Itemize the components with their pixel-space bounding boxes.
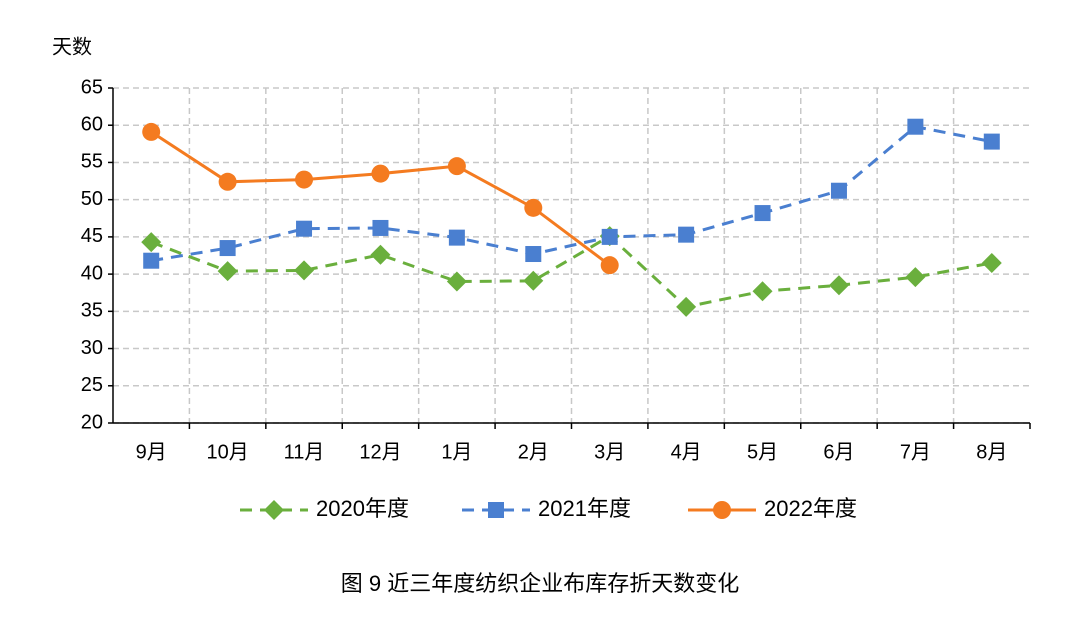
marker xyxy=(218,172,237,191)
marker xyxy=(678,226,695,243)
marker xyxy=(981,252,1002,273)
x-tick-label: 11月 xyxy=(284,441,325,463)
legend-label: 2021年度 xyxy=(538,496,631,521)
x-tick-label: 5月 xyxy=(747,441,778,463)
marker xyxy=(752,281,773,302)
marker xyxy=(372,219,389,236)
marker xyxy=(370,244,391,265)
marker xyxy=(754,205,771,222)
marker xyxy=(141,232,162,253)
x-tick-label: 1月 xyxy=(441,441,472,463)
y-tick-label: 35 xyxy=(81,300,103,322)
marker xyxy=(525,246,542,263)
x-tick-label: 12月 xyxy=(359,441,401,463)
marker xyxy=(294,260,315,281)
series-line xyxy=(150,234,993,309)
y-tick-label: 30 xyxy=(81,337,103,359)
marker xyxy=(143,252,160,269)
marker xyxy=(371,164,390,183)
series-line xyxy=(150,125,993,263)
marker xyxy=(905,267,926,288)
legend-label: 2022年度 xyxy=(764,496,857,521)
x-tick-label: 8月 xyxy=(976,441,1007,463)
y-tick-label: 20 xyxy=(81,411,103,433)
marker xyxy=(524,198,543,217)
legend-label: 2020年度 xyxy=(316,496,409,521)
marker xyxy=(219,240,236,257)
x-tick-label: 7月 xyxy=(900,441,931,463)
x-tick-label: 4月 xyxy=(671,441,702,463)
y-tick-label: 25 xyxy=(81,374,103,396)
marker xyxy=(446,271,467,292)
x-tick-label: 9月 xyxy=(136,441,167,463)
x-tick-label: 10月 xyxy=(207,441,249,463)
x-tick-label: 2月 xyxy=(518,441,549,463)
marker xyxy=(830,182,847,199)
marker xyxy=(601,228,618,245)
y-tick-label: 55 xyxy=(81,151,103,173)
legend-marker xyxy=(264,500,284,520)
marker xyxy=(907,118,924,135)
marker xyxy=(828,275,849,296)
legend-marker xyxy=(488,502,504,518)
marker xyxy=(447,157,466,176)
legend-marker xyxy=(713,501,731,519)
caption: 图 9 近三年度纺织企业布库存折天数变化 xyxy=(341,571,739,596)
y-tick-label: 65 xyxy=(81,76,103,98)
marker xyxy=(448,229,465,246)
marker xyxy=(983,133,1000,150)
marker xyxy=(600,256,619,275)
marker xyxy=(217,261,238,282)
y-tick-label: 45 xyxy=(81,225,103,247)
x-tick-label: 6月 xyxy=(823,441,854,463)
marker xyxy=(295,170,314,189)
y-tick-label: 60 xyxy=(81,114,103,136)
y-tick-label: 50 xyxy=(81,188,103,210)
y-axis-label: 天数 xyxy=(52,35,92,58)
marker xyxy=(523,270,544,291)
y-tick-label: 40 xyxy=(81,262,103,284)
x-tick-label: 3月 xyxy=(594,441,625,463)
marker xyxy=(676,296,697,317)
marker xyxy=(296,220,313,237)
marker xyxy=(142,122,161,141)
